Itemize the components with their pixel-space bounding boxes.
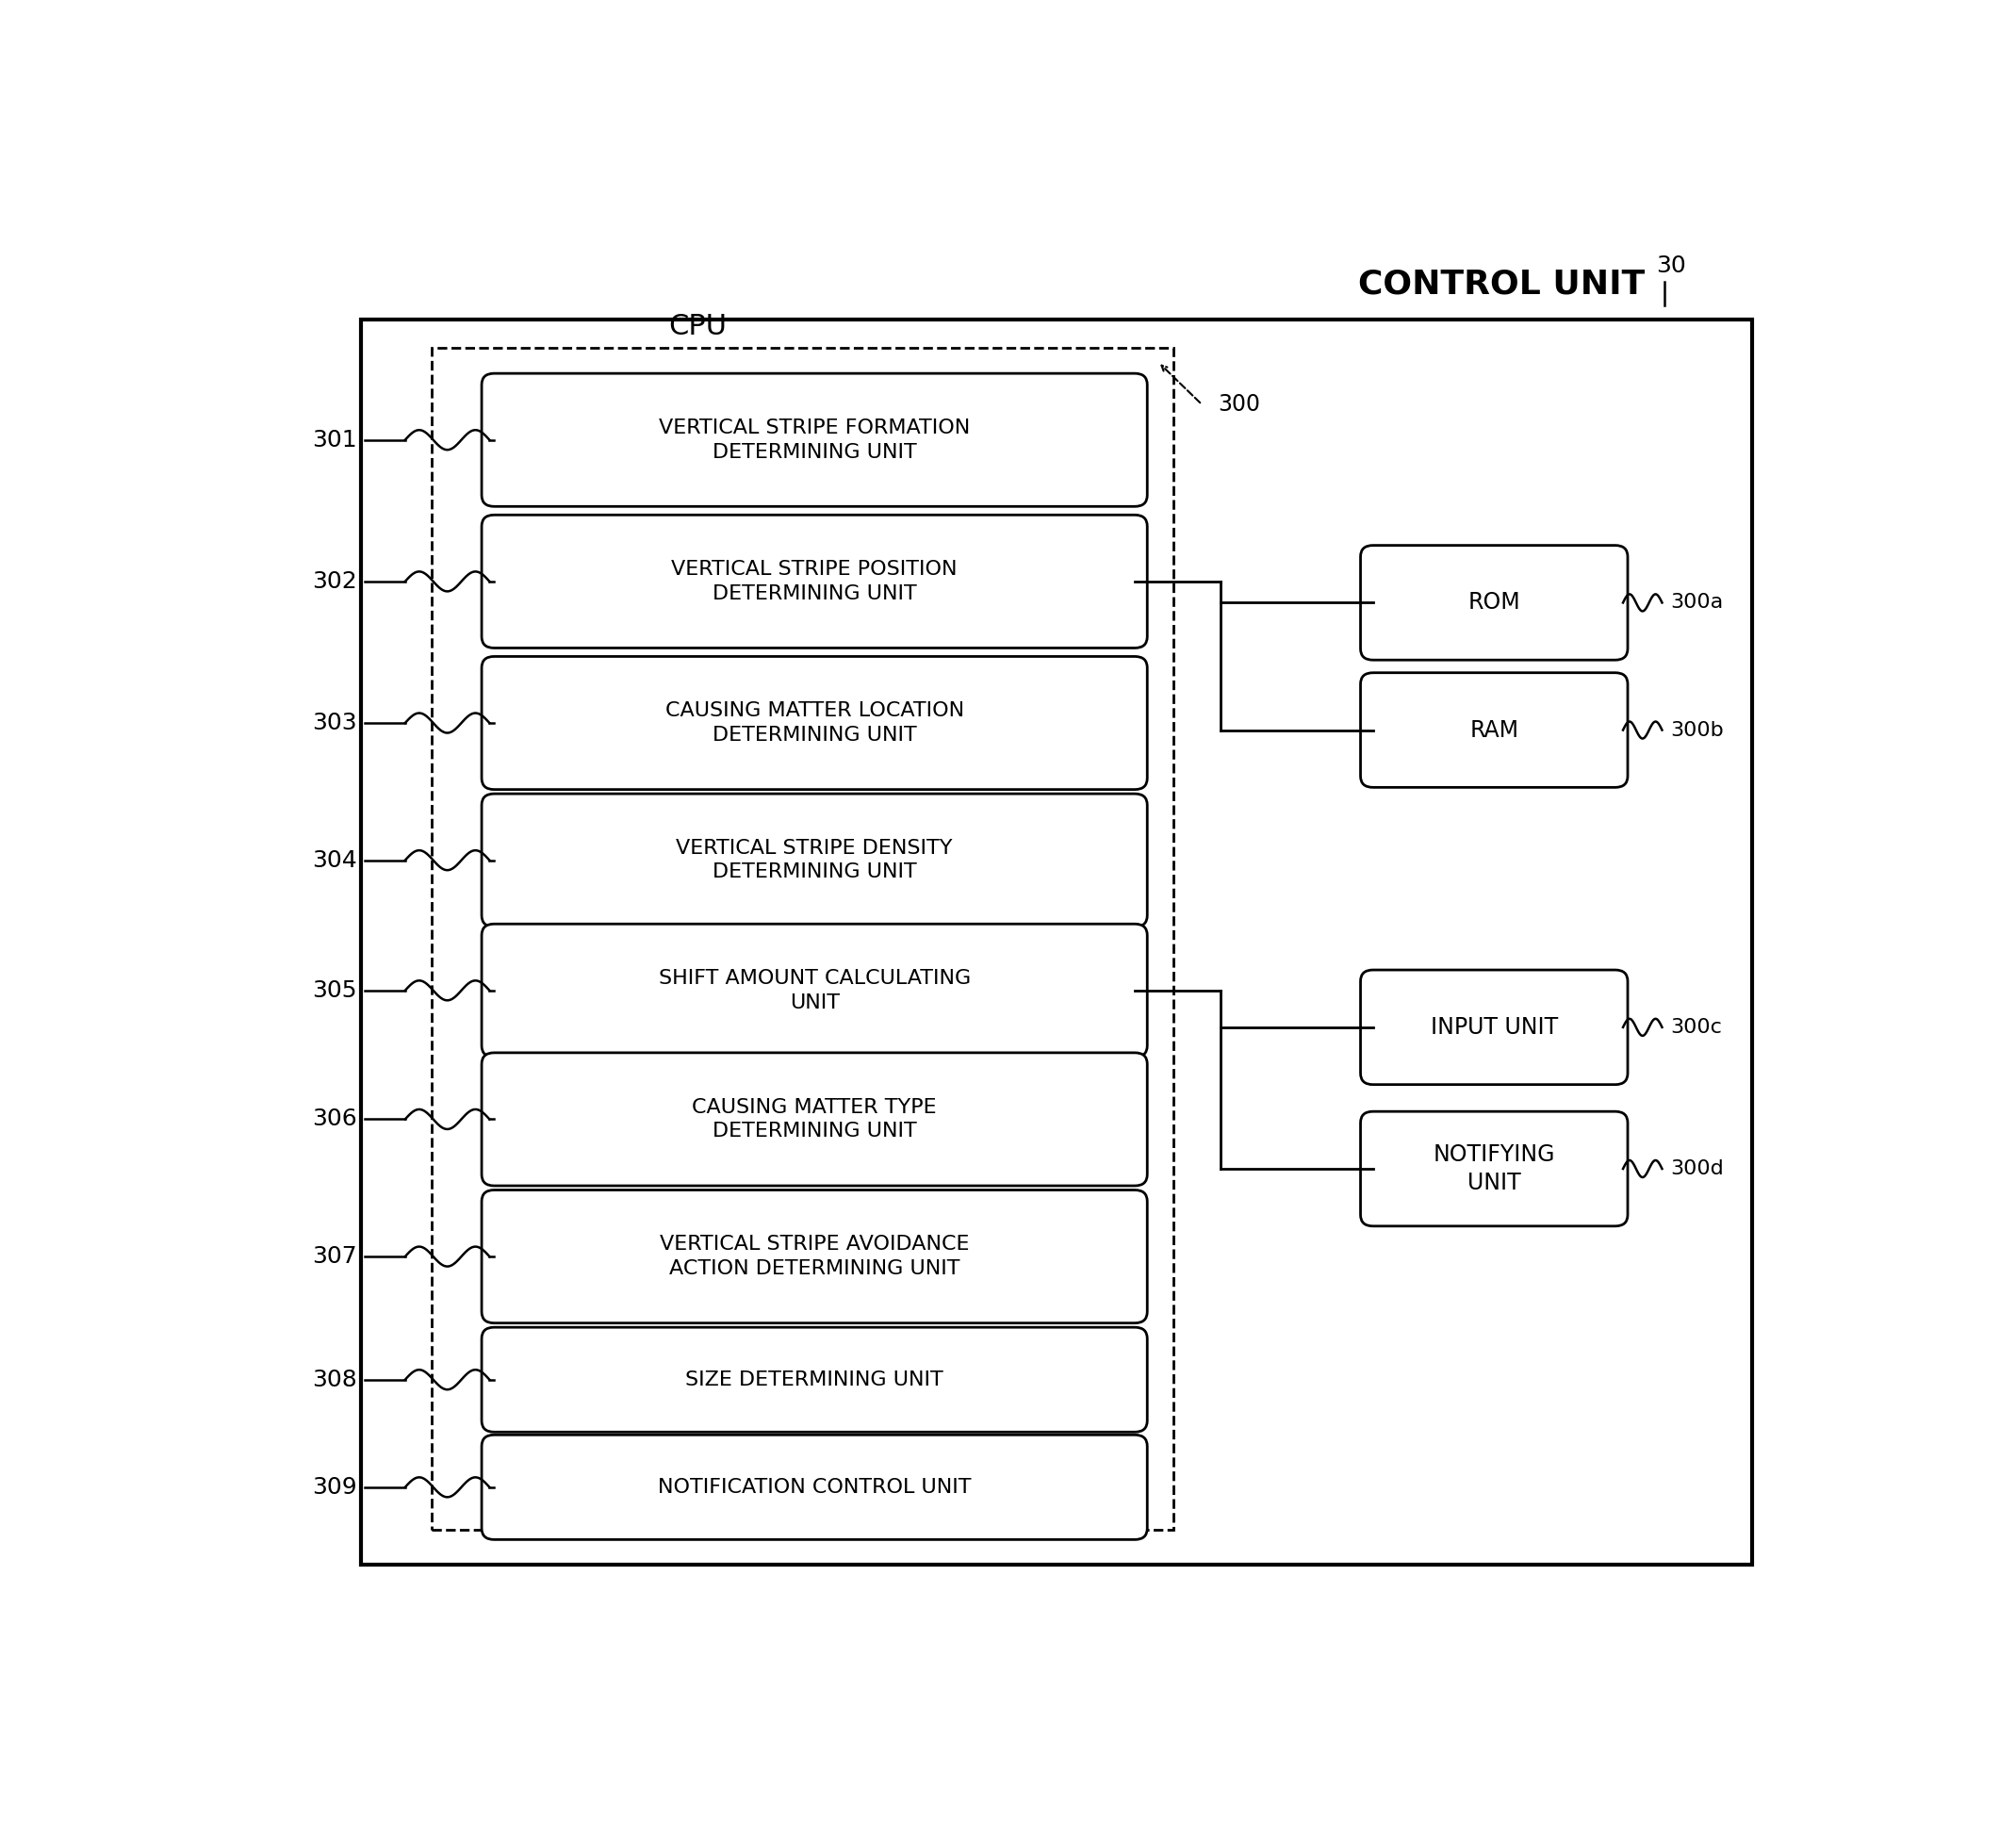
Text: SHIFT AMOUNT CALCULATING
UNIT: SHIFT AMOUNT CALCULATING UNIT [659, 969, 970, 1013]
FancyBboxPatch shape [482, 515, 1147, 649]
Text: CAUSING MATTER LOCATION
DETERMINING UNIT: CAUSING MATTER LOCATION DETERMINING UNIT [665, 702, 964, 744]
FancyBboxPatch shape [1361, 673, 1627, 787]
Text: ROM: ROM [1468, 592, 1520, 614]
Text: 300d: 300d [1669, 1160, 1724, 1178]
Text: VERTICAL STRIPE DENSITY
DETERMINING UNIT: VERTICAL STRIPE DENSITY DETERMINING UNIT [675, 838, 954, 882]
FancyBboxPatch shape [1361, 1112, 1627, 1226]
Text: INPUT UNIT: INPUT UNIT [1431, 1016, 1558, 1038]
Text: NOTIFYING
UNIT: NOTIFYING UNIT [1433, 1143, 1554, 1195]
Text: 300a: 300a [1669, 594, 1724, 612]
Text: RAM: RAM [1470, 719, 1518, 741]
FancyBboxPatch shape [1361, 546, 1627, 660]
Text: VERTICAL STRIPE POSITION
DETERMINING UNIT: VERTICAL STRIPE POSITION DETERMINING UNI… [671, 561, 958, 603]
FancyBboxPatch shape [482, 1189, 1147, 1323]
Text: 300: 300 [1218, 393, 1260, 415]
Text: CPU: CPU [667, 312, 726, 340]
FancyBboxPatch shape [482, 925, 1147, 1057]
Text: 308: 308 [312, 1367, 357, 1391]
FancyBboxPatch shape [482, 1327, 1147, 1432]
FancyBboxPatch shape [482, 656, 1147, 790]
Text: SIZE DETERMINING UNIT: SIZE DETERMINING UNIT [685, 1371, 943, 1390]
Bar [361, 320, 1752, 1566]
Text: 303: 303 [312, 711, 357, 735]
Text: 30: 30 [1655, 254, 1685, 278]
Text: CAUSING MATTER TYPE
DETERMINING UNIT: CAUSING MATTER TYPE DETERMINING UNIT [691, 1097, 937, 1141]
Text: VERTICAL STRIPE FORMATION
DETERMINING UNIT: VERTICAL STRIPE FORMATION DETERMINING UN… [659, 419, 970, 461]
FancyBboxPatch shape [482, 1053, 1147, 1186]
Text: NOTIFICATION CONTROL UNIT: NOTIFICATION CONTROL UNIT [657, 1478, 972, 1496]
Text: 305: 305 [312, 980, 357, 1002]
Text: 309: 309 [312, 1476, 357, 1498]
Text: 300c: 300c [1669, 1018, 1722, 1037]
FancyBboxPatch shape [482, 794, 1147, 926]
Text: 304: 304 [312, 849, 357, 871]
Text: 300b: 300b [1669, 720, 1724, 739]
Text: CONTROL UNIT: CONTROL UNIT [1359, 268, 1645, 300]
FancyBboxPatch shape [482, 1435, 1147, 1540]
Text: VERTICAL STRIPE AVOIDANCE
ACTION DETERMINING UNIT: VERTICAL STRIPE AVOIDANCE ACTION DETERMI… [659, 1235, 970, 1277]
Text: 306: 306 [312, 1108, 357, 1130]
Text: 301: 301 [312, 428, 357, 452]
FancyBboxPatch shape [1361, 970, 1627, 1084]
FancyBboxPatch shape [482, 373, 1147, 507]
Text: 302: 302 [312, 570, 357, 594]
Text: 307: 307 [312, 1244, 357, 1268]
Bar [431, 347, 1173, 1529]
